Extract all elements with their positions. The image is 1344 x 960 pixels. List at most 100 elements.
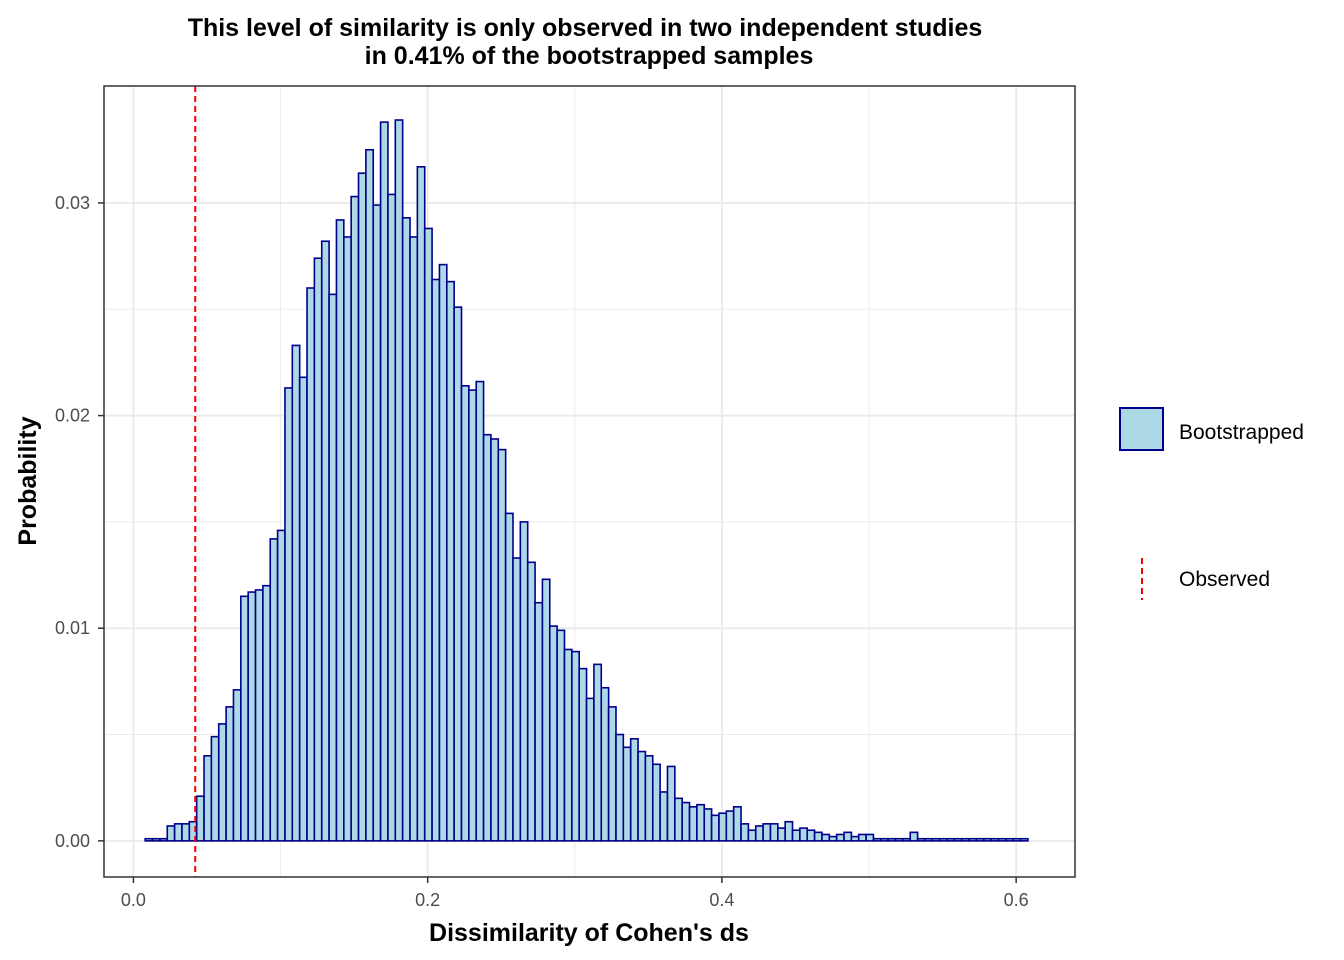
histogram-bar — [210, 735, 220, 842]
histogram-bar — [313, 257, 323, 842]
legend-key-bootstrapped — [1119, 407, 1164, 451]
x-tick-label: 0.2 — [415, 890, 440, 910]
histogram-bar — [379, 121, 389, 842]
histogram-bar — [240, 595, 249, 842]
histogram-bar — [850, 835, 860, 842]
histogram-bar — [151, 837, 161, 842]
histogram-bar — [843, 831, 853, 842]
histogram-bar — [960, 837, 970, 842]
histogram-bar — [291, 344, 301, 842]
histogram-bar — [754, 825, 764, 842]
histogram-bar — [718, 812, 728, 842]
histogram-bar — [475, 380, 485, 842]
histogram-bar — [254, 589, 264, 842]
histogram-bar — [821, 833, 831, 842]
histogram-bar — [887, 837, 897, 842]
y-tick-label: 0.02 — [55, 406, 90, 426]
histogram-bar — [445, 280, 455, 842]
histogram-bar — [674, 797, 683, 842]
histogram-bar — [585, 697, 595, 842]
histogram-bar — [423, 227, 433, 842]
histogram-bar — [262, 584, 272, 842]
histogram-bar — [799, 827, 809, 842]
histogram-bar — [629, 737, 639, 842]
histogram-bar — [615, 733, 625, 842]
histogram-bar — [688, 806, 698, 842]
histogram-bar — [828, 835, 838, 842]
histogram-bar — [372, 204, 382, 842]
histogram-bar — [1012, 837, 1022, 842]
histogram-bar — [681, 801, 691, 842]
histogram-bar — [894, 837, 904, 842]
histogram-bar — [306, 287, 316, 842]
histogram-bar — [703, 808, 713, 842]
histogram-bar — [982, 837, 992, 842]
histogram-bar — [173, 823, 183, 842]
histogram-bar — [416, 166, 426, 842]
histogram-bar — [879, 837, 889, 842]
histogram-bar — [600, 686, 610, 842]
histogram-bar — [872, 837, 882, 842]
histogram-bar — [519, 521, 529, 842]
histogram-bar — [159, 837, 169, 842]
histogram-bar — [409, 236, 419, 842]
histogram-bar — [181, 823, 191, 842]
histogram-bar — [931, 837, 941, 842]
histogram-bar — [924, 837, 934, 842]
histogram-bar — [504, 512, 514, 842]
y-tick-label: 0.03 — [55, 193, 90, 213]
histogram-bar — [534, 601, 544, 842]
histogram-bar — [468, 389, 478, 842]
histogram-bar — [541, 578, 551, 842]
histogram-bar — [784, 820, 794, 842]
chart-title-line-2: in 0.41% of the bootstrapped samples — [365, 42, 814, 70]
x-axis-ticks: 0.0 0.2 0.4 0.6 — [121, 877, 1029, 910]
histogram-bars — [144, 119, 1029, 842]
histogram-bar — [791, 829, 801, 842]
histogram-bar — [725, 810, 735, 842]
y-axis-title: Probability — [14, 416, 42, 545]
histogram-bar — [217, 723, 227, 842]
x-tick-label: 0.6 — [1004, 890, 1029, 910]
histogram-bar — [637, 750, 647, 842]
histogram-bar — [512, 557, 522, 842]
histogram-bar — [563, 648, 573, 842]
histogram-bar — [394, 119, 404, 842]
histogram-bar — [865, 833, 875, 842]
histogram-bar — [740, 823, 750, 842]
histogram-bar — [556, 629, 566, 842]
histogram-bar — [166, 825, 176, 842]
histogram-bar — [990, 837, 1000, 842]
histogram-bar — [1019, 837, 1029, 842]
histogram-bar — [1005, 837, 1015, 842]
histogram-bar — [497, 448, 507, 842]
histogram-bar — [343, 236, 352, 842]
histogram-bar — [526, 561, 536, 842]
histogram-bar — [357, 172, 367, 842]
legend-label-observed: Observed — [1179, 568, 1270, 591]
histogram-bar — [835, 833, 845, 842]
histogram-bar — [769, 823, 779, 842]
histogram-bar — [548, 625, 558, 842]
x-tick-label: 0.0 — [121, 890, 146, 910]
histogram-bar — [490, 438, 500, 842]
panel-border — [103, 85, 1076, 878]
histogram-bar — [203, 754, 213, 842]
histogram-bar — [269, 538, 279, 842]
histogram-bar — [762, 823, 772, 842]
histogram-bar — [593, 663, 603, 842]
y-axis-ticks: 0.00 0.01 0.02 0.03 — [55, 193, 104, 851]
histogram-bar — [247, 591, 257, 842]
histogram-bar — [938, 837, 948, 842]
histogram-bar — [659, 791, 669, 842]
histogram-bar — [644, 754, 654, 842]
histogram-bar — [298, 376, 308, 842]
histogram-bar — [401, 217, 411, 842]
histogram-bar — [732, 806, 742, 842]
histogram-bar — [813, 831, 823, 842]
legend: Bootstrapped Observed — [1119, 407, 1304, 600]
histogram-bar — [857, 833, 867, 842]
histogram-bar — [696, 803, 706, 842]
histogram-bar — [460, 385, 470, 842]
histogram-bar — [578, 667, 588, 842]
